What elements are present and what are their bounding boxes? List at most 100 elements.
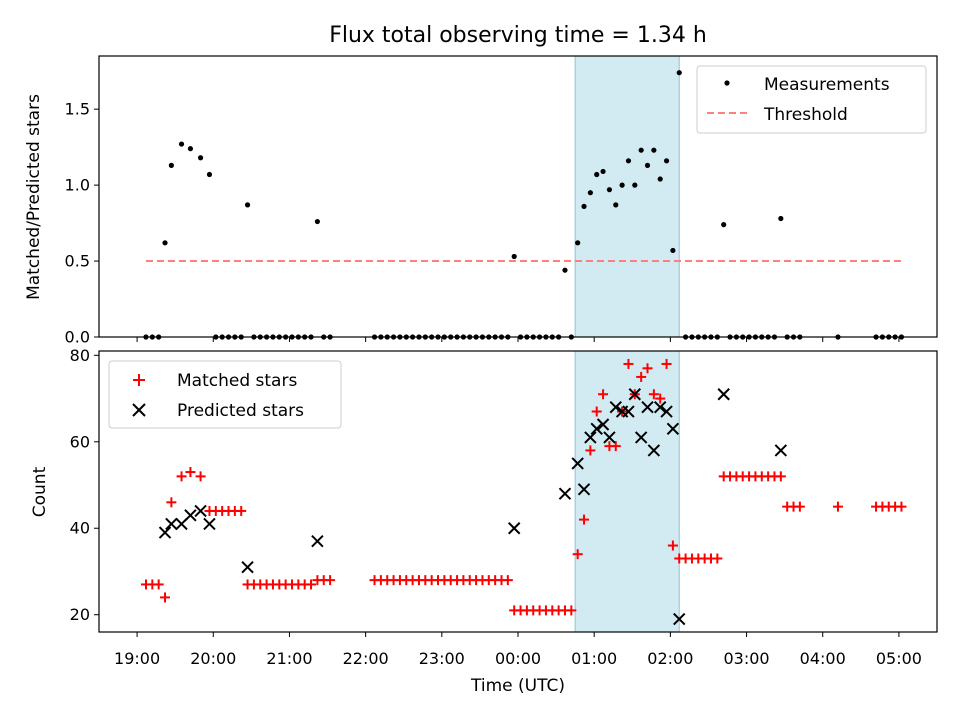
- predicted-star-mark-b: [165, 517, 178, 531]
- bottom-x-tick-label: 05:00: [876, 649, 922, 668]
- matched-star-point: [642, 363, 653, 374]
- matched-star-point: [896, 501, 907, 512]
- bottom-y-tick-label: 80: [70, 346, 90, 365]
- predicted-star-point: [596, 418, 610, 431]
- predicted-star-mark-b: [660, 405, 673, 418]
- matched-star-point: [176, 471, 187, 482]
- matched-star-point: [166, 497, 177, 508]
- x-axis-label: Time (UTC): [470, 676, 565, 696]
- predicted-star-mark-b: [647, 444, 661, 457]
- measurement-point: [657, 176, 663, 182]
- measurement-point: [619, 182, 625, 188]
- predicted-star-point: [194, 504, 207, 518]
- predicted-star-mark-b: [311, 535, 324, 548]
- predicted-star-point: [717, 388, 730, 401]
- measurement-point: [562, 267, 568, 273]
- bottom-shaded-interval: [574, 350, 680, 633]
- measurement-point: [676, 70, 682, 76]
- matched-star-point: [655, 393, 666, 404]
- legend-matched-label: Matched stars: [177, 371, 297, 391]
- bottom-x-tick-label: 02:00: [647, 649, 693, 668]
- bottom-x-tick-label: 21:00: [266, 649, 312, 668]
- top-y-tick-label: 1.0: [65, 176, 90, 195]
- matched-star-point: [591, 406, 602, 417]
- predicted-star-point: [647, 444, 661, 457]
- predicted-star-point: [622, 405, 635, 418]
- top-y-tick-label: 0.5: [65, 252, 90, 271]
- predicted-star-point: [590, 422, 603, 436]
- measurement-point: [178, 141, 185, 147]
- chart-title: Flux total observing time = 1.34 h: [329, 23, 707, 48]
- predicted-star-mark-b: [666, 422, 680, 436]
- bottom-x-tick-label: 01:00: [571, 649, 617, 668]
- predicted-star-mark-b: [634, 431, 648, 444]
- legend-threshold-label: Threshold: [763, 105, 848, 125]
- predicted-star-point: [673, 612, 686, 626]
- predicted-stars-layer: [158, 388, 788, 626]
- matched-star-point: [579, 514, 590, 525]
- predicted-star-point: [311, 535, 324, 548]
- bottom-x-axis: 19:00 20:00 21:00 22:00 23:00 00:00 01:00 02:00…: [114, 632, 922, 668]
- measurement-point: [244, 202, 251, 208]
- measurement-point: [314, 218, 320, 225]
- measurement-point: [581, 203, 587, 209]
- measurement-point: [613, 202, 619, 208]
- matched-star-point: [661, 358, 672, 369]
- measurement-point: [600, 168, 606, 175]
- predicted-star-point: [577, 483, 591, 496]
- measurement-point: [511, 253, 517, 260]
- matched-star-point: [502, 575, 513, 586]
- measurement-point: [162, 240, 168, 246]
- predicted-star-point: [660, 405, 673, 418]
- predicted-star-mark-b: [184, 509, 197, 522]
- legend-measurements-label: Measurements: [764, 75, 890, 95]
- bottom-panel: 20 40 60 80 19:00 20:00 21:00 22:00 23:00 00:00 0…: [30, 346, 938, 696]
- bottom-y-tick-label: 20: [70, 605, 90, 624]
- predicted-star-mark-b: [673, 612, 686, 626]
- top-y-axis-label: Matched/Predicted stars: [24, 94, 44, 300]
- measurement-point: [587, 190, 593, 196]
- bottom-y-tick-label: 40: [70, 519, 90, 538]
- matched-star-point: [598, 389, 609, 400]
- matched-star-point: [185, 467, 196, 478]
- measurement-point: [638, 147, 644, 153]
- measurement-point: [644, 162, 651, 168]
- measurement-point: [206, 171, 213, 178]
- predicted-star-point: [774, 444, 788, 457]
- predicted-star-point: [628, 388, 642, 401]
- bottom-y-axis: 20 40 60 80: [70, 346, 99, 624]
- legend-measurements-marker: [724, 80, 730, 86]
- top-y-tick-label: 0.0: [65, 328, 90, 347]
- predicted-star-point: [609, 400, 622, 414]
- matched-star-point: [832, 501, 843, 512]
- bottom-x-tick-label: 03:00: [723, 649, 769, 668]
- matched-star-point: [648, 389, 659, 400]
- predicted-star-mark-b: [596, 418, 610, 431]
- matched-star-point: [585, 445, 596, 456]
- predicted-star-mark-b: [622, 405, 635, 418]
- predicted-star-point: [584, 431, 597, 444]
- matched-star-point: [667, 540, 678, 551]
- predicted-star-mark-b: [577, 483, 591, 496]
- bottom-x-tick-label: 20:00: [190, 649, 236, 668]
- predicted-star-mark-b: [590, 422, 603, 436]
- predicted-star-point: [603, 431, 616, 444]
- measurement-point: [721, 222, 727, 228]
- top-y-axis: 0.0 0.5 1.0 1.5: [65, 100, 99, 347]
- predicted-star-mark-b: [558, 487, 572, 500]
- top-y-tick-label: 1.5: [65, 100, 90, 119]
- measurement-point: [625, 158, 632, 164]
- matched-star-point: [236, 505, 247, 516]
- matched-star-point: [153, 579, 164, 590]
- matched-stars-layer: [140, 358, 907, 616]
- legend-matched-marker: [133, 374, 145, 386]
- bottom-x-tick-label: 04:00: [800, 649, 846, 668]
- bottom-legend: Matched stars Predicted stars: [108, 360, 342, 429]
- predicted-star-point: [203, 517, 216, 531]
- predicted-star-mark-b: [158, 526, 172, 539]
- measurement-point: [651, 147, 657, 153]
- predicted-star-mark-b: [653, 400, 667, 414]
- bottom-x-tick-label: 23:00: [419, 649, 465, 668]
- predicted-star-point: [653, 400, 667, 414]
- predicted-star-point: [507, 522, 521, 535]
